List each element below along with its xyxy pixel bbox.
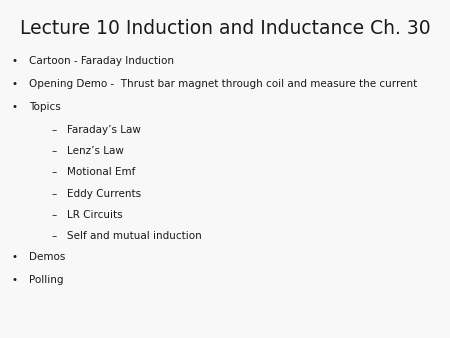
Text: •: •: [11, 56, 17, 66]
Text: •: •: [11, 275, 17, 286]
Text: –   Self and mutual induction: – Self and mutual induction: [52, 231, 202, 241]
Text: Polling: Polling: [29, 275, 64, 286]
Text: •: •: [11, 79, 17, 89]
Text: Topics: Topics: [29, 102, 61, 112]
Text: •: •: [11, 102, 17, 112]
Text: Lecture 10 Induction and Inductance Ch. 30: Lecture 10 Induction and Inductance Ch. …: [20, 19, 430, 38]
Text: –   Faraday’s Law: – Faraday’s Law: [52, 125, 140, 135]
Text: •: •: [11, 252, 17, 263]
Text: Cartoon - Faraday Induction: Cartoon - Faraday Induction: [29, 56, 174, 66]
Text: –   Eddy Currents: – Eddy Currents: [52, 189, 141, 199]
Text: Demos: Demos: [29, 252, 66, 263]
Text: Opening Demo -  Thrust bar magnet through coil and measure the current: Opening Demo - Thrust bar magnet through…: [29, 79, 418, 89]
Text: –   LR Circuits: – LR Circuits: [52, 210, 122, 220]
Text: –   Motional Emf: – Motional Emf: [52, 167, 135, 177]
Text: –   Lenz’s Law: – Lenz’s Law: [52, 146, 124, 156]
